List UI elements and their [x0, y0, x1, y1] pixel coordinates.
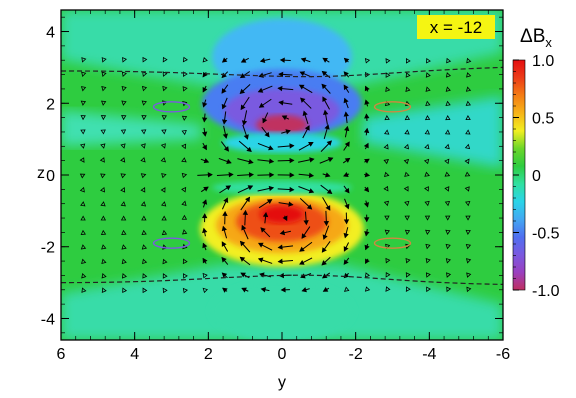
x-tick-label: -4: [422, 346, 436, 363]
x-tick-label: 2: [204, 346, 213, 363]
field-region-upper-fringe: [222, 133, 342, 153]
annotation-text: x = -12: [430, 18, 482, 37]
colorbar: ΔBx 1.0 0.5 0 -0.5 -1.0: [513, 26, 560, 300]
colorbar-tick-label: 0: [532, 168, 541, 185]
x-tick-label: -6: [496, 346, 510, 363]
annotation-box: x = -12: [417, 15, 495, 39]
y-tick-label: 2: [46, 96, 55, 113]
x-tick-label: 6: [57, 346, 66, 363]
y-tick-label: 0: [46, 168, 55, 185]
colorbar-label: ΔBx: [520, 26, 552, 50]
x-tick-label: -2: [349, 346, 363, 363]
x-tick-label: 0: [278, 346, 287, 363]
y-tick-label: -2: [41, 240, 55, 257]
y-axis-label: z: [37, 165, 45, 182]
field-region-upper-core: [256, 115, 308, 135]
plot-area: 6 4 2 0 -2 -4 -6 4 2 0 -2 -4: [41, 10, 510, 363]
y-tick-label: -4: [41, 311, 55, 328]
x-tick-label: 4: [130, 346, 139, 363]
colorbar-tick-label: -1.0: [532, 283, 560, 300]
x-axis-label: y: [278, 374, 286, 391]
y-tick-label: 4: [46, 25, 55, 42]
colorbar-tick-label: 0.5: [532, 111, 554, 128]
colorbar-tick-label: -0.5: [532, 226, 560, 243]
colorbar-tick-label: 1.0: [532, 53, 554, 70]
colorbar-label-main: ΔB: [520, 26, 545, 47]
colorbar-label-subscript: x: [545, 35, 552, 50]
